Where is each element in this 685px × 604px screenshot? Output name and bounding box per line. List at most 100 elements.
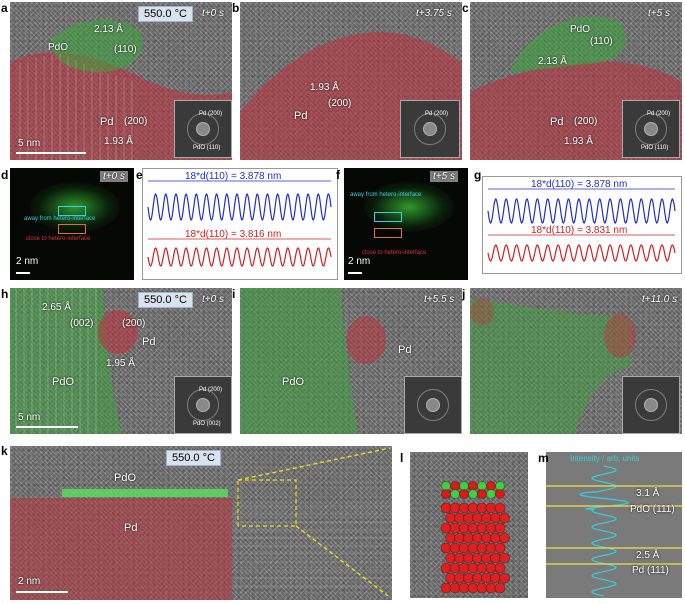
panel-f-image: t+5 s away from hetero-interface close t… bbox=[344, 168, 468, 280]
pd-atom bbox=[499, 572, 510, 584]
panel-a-image: 550.0 °C t+0 s PdO 2.13 Å (110) Pd (200)… bbox=[10, 2, 232, 160]
pdo-plane-label: (110) bbox=[590, 36, 613, 47]
scale-bar bbox=[16, 591, 68, 593]
panel-e-lineprofile: 18*d(110) = 3.878 nm 18*d(110) = 3.816 n… bbox=[142, 168, 338, 280]
fft-pd-label: Pd (200) bbox=[425, 111, 449, 117]
fft-pd-label: Pd (200) bbox=[199, 111, 223, 117]
profile-traces bbox=[147, 180, 332, 267]
atomic-model bbox=[440, 481, 510, 594]
panel-c-label: c bbox=[462, 1, 469, 15]
panel-i-overlay bbox=[240, 288, 386, 434]
pd-label: Pd bbox=[550, 116, 564, 128]
scale-bar bbox=[16, 272, 30, 274]
pd-atom bbox=[499, 512, 510, 524]
top-spacing-label: 18*d(110) = 3.878 nm bbox=[185, 171, 282, 182]
pd-atom bbox=[494, 562, 506, 574]
scale-bar bbox=[16, 426, 78, 428]
fft-inset: Pd (200) PdO (110) bbox=[622, 100, 680, 158]
fft-inset: Pd (200) bbox=[400, 100, 460, 158]
fft-inset bbox=[404, 376, 462, 434]
pdo-spacing-label: 2.65 Å bbox=[42, 302, 71, 313]
panel-g-label: g bbox=[474, 168, 482, 182]
pd-plane-label: (200) bbox=[122, 318, 146, 329]
panel-k-image: 550.0 °C PdO Pd 2 nm bbox=[10, 446, 392, 600]
temperature-label: 550.0 °C bbox=[138, 292, 193, 308]
panel-g-lineprofile: 18*d(110) = 3.878 nm 18*d(110) = 3.831 n… bbox=[482, 176, 682, 274]
close-box bbox=[58, 224, 86, 234]
pdo-label: PdO bbox=[114, 472, 137, 484]
panel-h-image: 550.0 °C t+0 s 2.65 Å (002) (200) Pd 1.9… bbox=[10, 288, 232, 434]
temperature-label: 550.0 °C bbox=[138, 6, 193, 22]
pdo-label: PdO bbox=[48, 42, 69, 53]
fft-pdo-label: PdO (002) bbox=[193, 421, 221, 427]
panel-h-label: h bbox=[1, 287, 9, 301]
pdo-spacing-label: 2.13 Å bbox=[94, 24, 123, 35]
panel-e-label: e bbox=[136, 168, 143, 182]
bottom-spacing-label: 18*d(110) = 3.816 nm bbox=[185, 229, 282, 240]
panel-j-label: j bbox=[462, 287, 466, 301]
profile-traces bbox=[487, 188, 676, 262]
intensity-axis-label: Intensity / arb. units bbox=[570, 454, 640, 463]
pd-plane-label: (200) bbox=[574, 116, 598, 127]
pd-spacing-label: 2.5 Å bbox=[636, 550, 660, 561]
time-label: t+0 s bbox=[100, 171, 128, 182]
scale-bar bbox=[348, 272, 362, 274]
fft-inset: Pd (200) PdO (002) bbox=[174, 376, 232, 434]
pdo-plane-label: (002) bbox=[70, 318, 94, 329]
time-label: t+11.0 s bbox=[642, 294, 678, 305]
pd-atom bbox=[494, 522, 506, 534]
close-box bbox=[374, 228, 402, 238]
panel-j-overlay bbox=[470, 298, 636, 434]
pdo-plane-label: PdO (111) bbox=[630, 504, 675, 515]
time-label: t+0 s bbox=[202, 294, 224, 305]
green-fft-glow bbox=[30, 182, 120, 232]
pdo-atom bbox=[441, 489, 451, 499]
panel-f-label: f bbox=[336, 168, 340, 182]
pdo-label: PdO bbox=[282, 376, 305, 388]
pd-label: Pd bbox=[294, 110, 308, 122]
pd-spacing-label: 1.93 Å bbox=[310, 82, 339, 93]
pdo-label: PdO bbox=[570, 24, 591, 35]
pd-spacing-label: 1.93 Å bbox=[104, 136, 133, 147]
close-label: close to hetero-interface bbox=[26, 236, 91, 242]
panel-d-label: d bbox=[1, 168, 9, 182]
panel-i-label: i bbox=[232, 287, 236, 301]
pdo-plane-label: (110) bbox=[114, 44, 137, 55]
panel-l-image bbox=[410, 452, 528, 598]
pdo-atom bbox=[495, 489, 505, 499]
panel-j-image: t+11.0 s bbox=[470, 288, 682, 434]
time-label: t+0 s bbox=[202, 8, 224, 19]
fft-pd-label: Pd (200) bbox=[199, 387, 223, 393]
pd-atom bbox=[494, 542, 506, 554]
pdo-atom bbox=[477, 489, 487, 499]
scale-bar bbox=[16, 152, 86, 154]
panel-m-label: m bbox=[538, 451, 549, 465]
bottom-spacing-label: 18*d(110) = 3.831 nm bbox=[531, 225, 628, 236]
pd-spacing-label: 1.95 Å bbox=[106, 358, 135, 369]
pd-spacing-label: 1.93 Å bbox=[564, 136, 593, 147]
panel-a-label: a bbox=[1, 1, 8, 15]
scale-label: 2 nm bbox=[348, 256, 371, 267]
panel-l-label: l bbox=[400, 451, 404, 465]
scale-label: 2 nm bbox=[18, 576, 41, 587]
scale-label: 2 nm bbox=[16, 256, 39, 267]
panel-b-image: t+3.75 s 1.93 Å (200) Pd Pd (200) bbox=[240, 2, 462, 160]
pd-label: Pd bbox=[124, 522, 138, 534]
away-label: away from hetero-interface bbox=[350, 192, 422, 198]
time-label: t+5 s bbox=[648, 8, 670, 19]
top-spacing-label: 18*d(110) = 3.878 nm bbox=[531, 179, 628, 190]
pd-atom bbox=[499, 552, 510, 564]
fft-pdo-label: PdO (110) bbox=[641, 145, 669, 151]
away-box bbox=[58, 206, 86, 216]
pd-atom bbox=[494, 502, 506, 514]
panel-i-image: t+5.5 s PdO Pd bbox=[240, 288, 462, 434]
away-label: away from hetero-interface bbox=[24, 216, 96, 222]
intensity-profile bbox=[546, 465, 682, 597]
pdo-atom bbox=[486, 489, 496, 499]
panel-k-overlay bbox=[10, 447, 392, 600]
scale-label: 5 nm bbox=[18, 138, 41, 149]
green-fft-glow bbox=[364, 182, 454, 232]
pd-label: Pd bbox=[142, 336, 156, 348]
pdo-atom bbox=[459, 489, 469, 499]
panel-c-image: t+5 s PdO 2.13 Å (110) Pd (200) 1.93 Å P… bbox=[470, 2, 682, 160]
